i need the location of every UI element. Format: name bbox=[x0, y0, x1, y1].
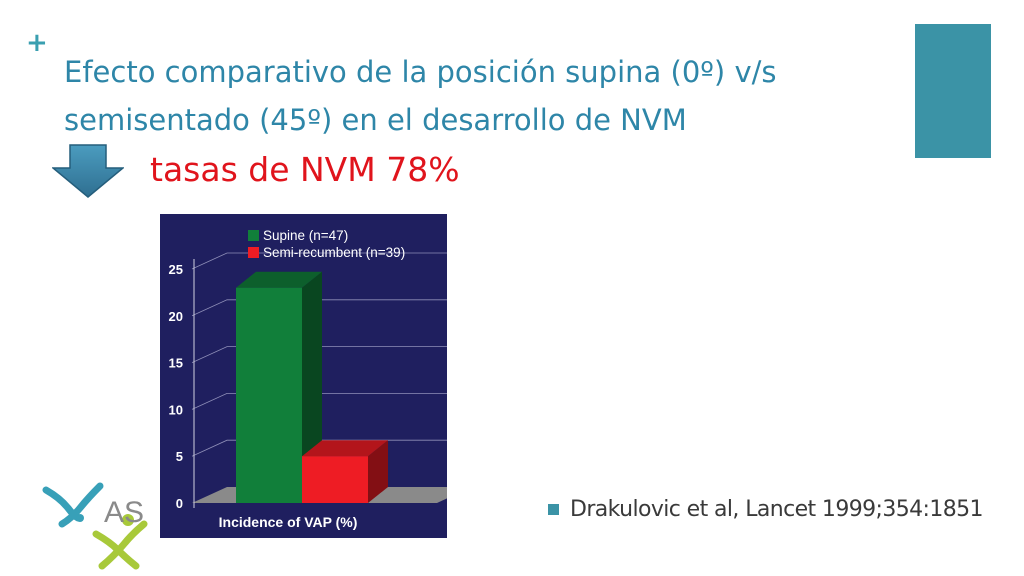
citation: Drakulovic et al, Lancet 1999;354:1851 bbox=[548, 497, 984, 522]
square-bullet-icon bbox=[548, 504, 559, 515]
grid-line bbox=[191, 392, 447, 410]
decorative-teal-block bbox=[915, 24, 991, 158]
bar-semi-recumbent bbox=[302, 440, 388, 503]
vap-bar-chart: 0 5 10 15 20 25 Supine (n=47) Semi-recumbent (… bbox=[160, 214, 447, 538]
slide-title: Efecto comparativo de la posición supina… bbox=[64, 55, 777, 137]
y-tick-label: 15 bbox=[169, 356, 183, 371]
grid-line bbox=[191, 299, 447, 317]
legend-label: Semi-recumbent (n=39) bbox=[263, 245, 405, 260]
down-arrow-icon bbox=[52, 144, 124, 198]
grid-line bbox=[191, 439, 447, 457]
bar-top bbox=[236, 271, 322, 288]
x-axis-label: Incidence of VAP (%) bbox=[219, 514, 358, 530]
bar-top bbox=[302, 440, 388, 457]
plus-icon: + bbox=[26, 28, 48, 58]
association-logo: AS bbox=[42, 482, 148, 570]
y-tick-label: 25 bbox=[169, 262, 183, 277]
legend-swatch bbox=[248, 247, 259, 258]
logo-figure-icon bbox=[42, 482, 148, 570]
y-tick-label: 20 bbox=[169, 309, 183, 324]
y-tick-label: 0 bbox=[176, 496, 183, 511]
y-tick-label: 5 bbox=[176, 449, 183, 464]
legend-label: Supine (n=47) bbox=[263, 228, 348, 243]
legend-swatch bbox=[248, 230, 259, 241]
logo-text: AS bbox=[104, 496, 144, 529]
bar-side bbox=[368, 440, 388, 503]
grid-line bbox=[191, 252, 447, 270]
bar-front bbox=[302, 456, 368, 503]
highlight-rate: tasas de NVM 78% bbox=[150, 150, 460, 189]
y-tick-label: 10 bbox=[169, 402, 183, 417]
bar-front bbox=[236, 287, 302, 503]
citation-text: Drakulovic et al, Lancet 1999;354:1851 bbox=[570, 497, 984, 522]
grid-line bbox=[191, 346, 447, 363]
